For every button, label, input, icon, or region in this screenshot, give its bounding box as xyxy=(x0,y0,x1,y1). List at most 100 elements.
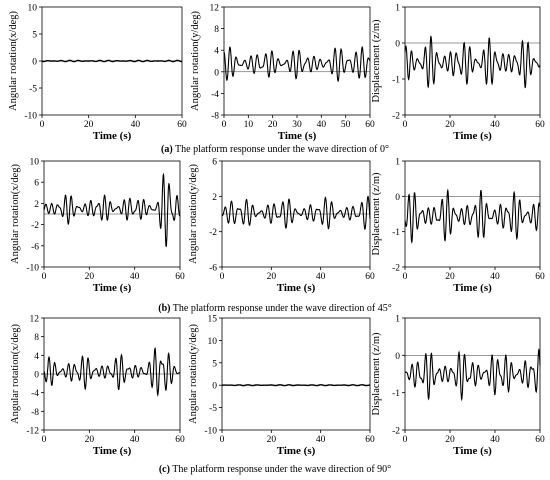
y-tick-label: -1 xyxy=(392,76,400,86)
x-tick-label: 60 xyxy=(365,120,375,130)
x-axis-label: Time (s) xyxy=(453,130,492,142)
y-tick-label: 2 xyxy=(34,200,39,210)
y-axis-label: Angular rotation(x/deg) xyxy=(10,323,21,424)
response-line xyxy=(43,172,181,247)
x-tick-label: 50 xyxy=(341,120,351,130)
y-tick-label: -2 xyxy=(392,112,400,122)
y-tick-label: -2 xyxy=(392,264,400,274)
y-tick-label: -6 xyxy=(209,264,217,274)
plot-frame xyxy=(404,160,541,268)
x-axis-label: Time (s) xyxy=(277,445,316,457)
x-tick-label: 40 xyxy=(130,435,140,445)
x-axis-label: Time (s) xyxy=(93,445,132,457)
x-tick-label: 40 xyxy=(317,120,327,130)
y-tick-label: 4 xyxy=(214,47,219,57)
caption-c-letter: (c) xyxy=(158,464,170,475)
caption-b-letter: (b) xyxy=(158,303,171,314)
y-tick-label: -2 xyxy=(209,228,217,238)
y-tick-label: 15 xyxy=(208,315,218,325)
y-axis-label: Angular rotation(y/deg) xyxy=(188,323,199,424)
y-tick-label: 1 xyxy=(395,4,400,14)
y-tick-label: -4 xyxy=(211,90,219,100)
x-tick-label: 0 xyxy=(403,272,408,282)
x-tick-label: 20 xyxy=(267,435,277,445)
x-tick-label: 60 xyxy=(175,272,185,282)
y-tick-label: -8 xyxy=(31,408,39,418)
x-tick-label: 0 xyxy=(220,435,225,445)
chart-panel-b-1: -10 -6 -2 2 6 10 0 20 40 60 Time (s) Angular rotati… xyxy=(10,158,185,295)
x-tick-label: 0 xyxy=(40,120,45,130)
x-tick-label: 20 xyxy=(85,435,95,445)
y-tick-label: 8 xyxy=(214,25,219,35)
x-tick-label: 60 xyxy=(175,435,185,445)
y-tick-label: -10 xyxy=(204,427,217,437)
x-tick-label: 0 xyxy=(42,435,47,445)
x-axis-label: Time (s) xyxy=(453,445,492,457)
x-tick-label: 20 xyxy=(268,120,278,130)
y-tick-label: 4 xyxy=(34,352,39,362)
caption-b: (b) The platform response under the wave… xyxy=(0,303,550,315)
y-tick-label: -1 xyxy=(392,389,400,399)
caption-c: (c) The platform response under the wave… xyxy=(0,464,550,476)
caption-b-text: The platform response under the wave dir… xyxy=(170,303,392,314)
chart-panel-c-2: -10 -5 0 5 10 15 0 20 40 60 Time (s) Angular rotati… xyxy=(188,315,375,458)
y-axis-label: Displacement (z/m) xyxy=(371,332,382,416)
x-tick-label: 40 xyxy=(490,272,500,282)
x-tick-label: 60 xyxy=(365,272,375,282)
x-tick-label: 60 xyxy=(365,435,375,445)
x-tick-label: 20 xyxy=(84,120,94,130)
y-tick-label: 0 xyxy=(214,68,219,78)
x-tick-label: 0 xyxy=(42,272,47,282)
response-line xyxy=(43,347,180,397)
y-tick-label: 12 xyxy=(210,4,220,14)
y-tick-label: -1 xyxy=(392,228,400,238)
y-tick-label: 5 xyxy=(212,359,217,369)
response-line xyxy=(223,45,371,83)
caption-c-text: The platform response under the wave dir… xyxy=(169,464,392,475)
plot-frame xyxy=(221,317,371,431)
y-tick-label: 0 xyxy=(395,352,400,362)
x-tick-label: 40 xyxy=(130,272,140,282)
caption-a: (a) The platform response under the wave… xyxy=(0,144,550,156)
caption-a-letter: (a) xyxy=(161,144,173,155)
plot-frame xyxy=(404,317,541,431)
caption-a-text: The platform response under the wave dir… xyxy=(172,144,389,155)
response-line xyxy=(222,195,371,230)
y-tick-label: 5 xyxy=(32,31,37,41)
x-tick-label: 60 xyxy=(177,120,187,130)
y-tick-label: 8 xyxy=(34,333,39,343)
y-axis-label: Angular rotation(y/deg) xyxy=(188,163,199,264)
y-tick-label: 0 xyxy=(34,371,39,381)
y-tick-label: -6 xyxy=(31,242,39,252)
x-tick-label: 20 xyxy=(85,272,95,282)
y-tick-label: 2 xyxy=(212,193,217,203)
x-tick-label: 0 xyxy=(222,120,227,130)
x-tick-label: 0 xyxy=(403,120,408,130)
chart-panel-c-1: -12 -8 -4 0 4 8 12 0 20 40 60 Time (s) Angular rotat… xyxy=(10,315,185,458)
y-tick-label: 1 xyxy=(395,315,400,325)
response-line xyxy=(404,347,541,402)
response-line xyxy=(41,59,182,63)
x-tick-label: 40 xyxy=(316,272,326,282)
response-line xyxy=(404,188,541,244)
x-tick-label: 40 xyxy=(131,120,141,130)
y-tick-label: -2 xyxy=(392,427,400,437)
y-axis-label: Displacement (z/m) xyxy=(371,19,382,103)
y-tick-label: 0 xyxy=(395,40,400,50)
y-tick-label: -5 xyxy=(29,85,37,95)
x-tick-label: 40 xyxy=(490,435,500,445)
chart-panel-a-2: -8 -4 0 4 8 12 0 10 20 30 40 50 60 Time (s) Angular ro… xyxy=(190,4,375,143)
x-tick-label: 0 xyxy=(220,272,225,282)
x-axis-label: Time (s) xyxy=(278,130,317,142)
x-tick-label: 60 xyxy=(535,435,545,445)
y-tick-label: 10 xyxy=(30,158,40,168)
x-tick-label: 40 xyxy=(316,435,326,445)
plot-frame xyxy=(404,6,541,116)
y-tick-label: 0 xyxy=(212,382,217,392)
response-line xyxy=(222,384,371,387)
chart-panel-a-1: -10 -5 0 5 10 0 20 40 60 Time (s) Angular rotation… xyxy=(8,4,187,143)
y-axis-label: Angular rotation(x/deg) xyxy=(8,10,19,111)
